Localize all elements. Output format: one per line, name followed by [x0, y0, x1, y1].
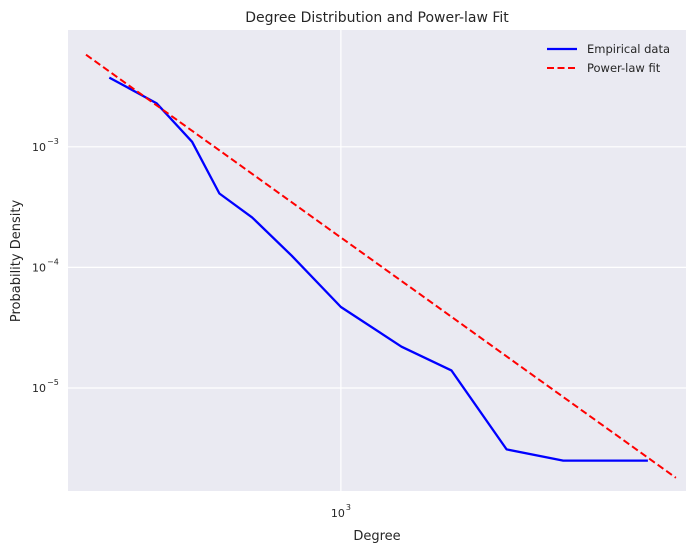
x-tick-exponent: 3: [346, 503, 351, 512]
grid: [68, 30, 686, 491]
plot-background: [68, 30, 686, 491]
y-tick-label: 10: [32, 382, 46, 395]
y-tick-exponent: −4: [47, 257, 59, 266]
series-line-empirical: [108, 76, 648, 462]
series-line-powerlaw: [85, 53, 677, 479]
y-tick-label: 10: [32, 261, 46, 274]
x-tick-label: 10: [331, 507, 345, 520]
legend-label-empirical: Empirical data: [587, 42, 670, 56]
y-tick-label: 10: [32, 141, 46, 154]
series-group: [85, 53, 677, 479]
chart-title: Degree Distribution and Power-law Fit: [245, 10, 509, 26]
x-axis-label: Degree: [353, 529, 400, 544]
legend: Empirical data Power-law fit: [547, 42, 670, 75]
legend-label-powerlaw: Power-law fit: [587, 61, 661, 75]
y-tick-exponent: −3: [47, 137, 59, 146]
y-tick-exponent: −5: [47, 378, 59, 387]
y-axis-label: Probability Density: [9, 200, 24, 323]
ticks-group: 10 310 −510 −410 −3: [32, 137, 351, 520]
